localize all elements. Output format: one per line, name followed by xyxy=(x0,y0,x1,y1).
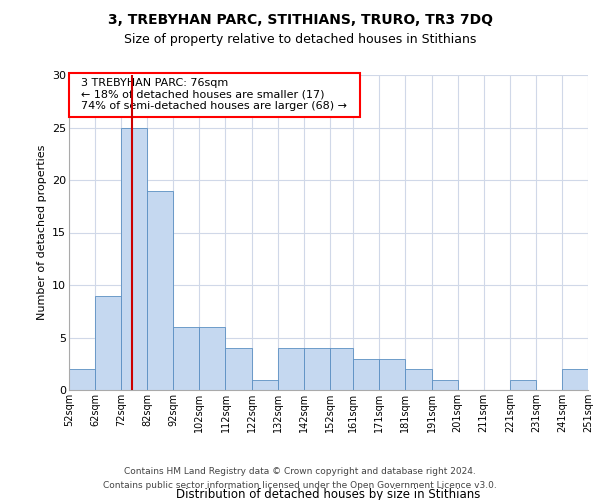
Text: Contains public sector information licensed under the Open Government Licence v3: Contains public sector information licen… xyxy=(103,481,497,490)
Bar xyxy=(304,348,330,390)
Text: 3 TREBYHAN PARC: 76sqm
  ← 18% of detached houses are smaller (17)
  74% of semi: 3 TREBYHAN PARC: 76sqm ← 18% of detached… xyxy=(74,78,354,112)
Bar xyxy=(562,369,588,390)
Bar xyxy=(69,369,95,390)
Bar xyxy=(251,380,278,390)
X-axis label: Distribution of detached houses by size in Stithians: Distribution of detached houses by size … xyxy=(176,488,481,500)
Bar xyxy=(379,358,406,390)
Bar xyxy=(353,358,379,390)
Y-axis label: Number of detached properties: Number of detached properties xyxy=(37,145,47,320)
Text: Contains HM Land Registry data © Crown copyright and database right 2024.: Contains HM Land Registry data © Crown c… xyxy=(124,467,476,476)
Text: 3, TREBYHAN PARC, STITHIANS, TRURO, TR3 7DQ: 3, TREBYHAN PARC, STITHIANS, TRURO, TR3 … xyxy=(107,12,493,26)
Bar xyxy=(406,369,431,390)
Bar xyxy=(199,327,226,390)
Bar xyxy=(510,380,536,390)
Bar xyxy=(147,190,173,390)
Bar xyxy=(121,128,147,390)
Text: Size of property relative to detached houses in Stithians: Size of property relative to detached ho… xyxy=(124,32,476,46)
Bar xyxy=(226,348,251,390)
Bar xyxy=(173,327,199,390)
Bar xyxy=(330,348,353,390)
Bar xyxy=(95,296,121,390)
Bar xyxy=(431,380,458,390)
Bar xyxy=(278,348,304,390)
